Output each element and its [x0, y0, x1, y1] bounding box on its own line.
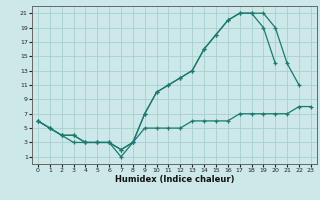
X-axis label: Humidex (Indice chaleur): Humidex (Indice chaleur) [115, 175, 234, 184]
